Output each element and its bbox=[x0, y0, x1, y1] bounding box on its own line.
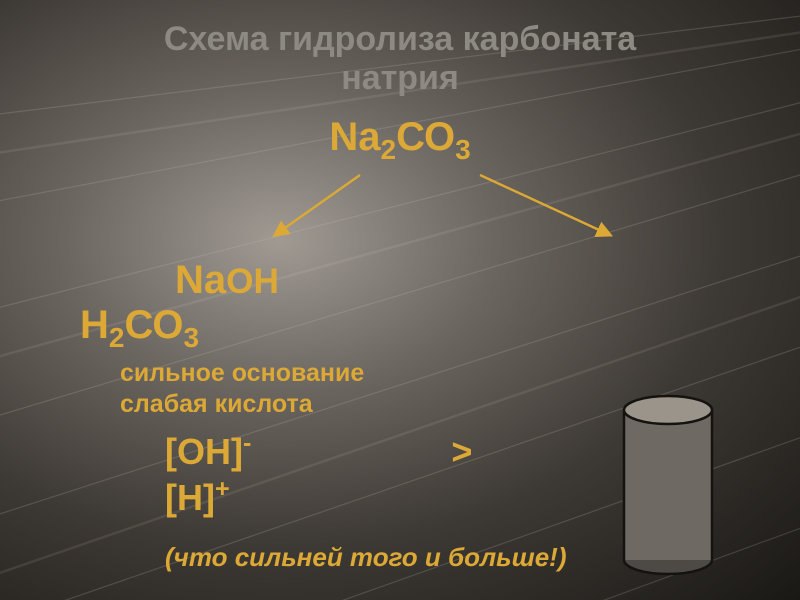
h-bracket: [Н] bbox=[165, 477, 215, 518]
desc-line1: сильное основание bbox=[120, 359, 364, 387]
acid-base-description: сильное основание слабая кислота bbox=[120, 358, 364, 421]
arrow-right bbox=[480, 175, 610, 235]
title-line1: Схема гидролиза карбоната bbox=[164, 20, 636, 58]
title-line2: натрия bbox=[341, 59, 459, 97]
h-sup: + bbox=[215, 475, 230, 503]
sub-2: 2 bbox=[380, 134, 396, 165]
sub-3: 3 bbox=[455, 134, 471, 165]
formula-naoh: NаОН bbox=[175, 258, 279, 303]
formula-h2co3: Н2СО3 bbox=[80, 303, 199, 354]
na-text: Nа bbox=[175, 258, 226, 302]
co-text: СО bbox=[124, 303, 183, 347]
footer-text: (что сильней того и больше!) bbox=[165, 542, 567, 572]
formula-na2co3: Nа2СО3 bbox=[0, 115, 800, 166]
desc-line2: слабая кислота bbox=[120, 390, 313, 418]
oh-bracket: [ОН] bbox=[165, 431, 243, 472]
cylinder-icon bbox=[620, 390, 720, 580]
footer-note: (что сильней того и больше!) bbox=[165, 542, 567, 573]
h-text: Н bbox=[80, 303, 109, 347]
oh-sup: - bbox=[243, 429, 251, 457]
arrow-left bbox=[275, 175, 360, 235]
co-text: СО bbox=[396, 115, 455, 159]
slide-title: Схема гидролиза карбоната натрия bbox=[0, 20, 800, 98]
ion-inequality: [ОН]- > [Н]+ bbox=[165, 428, 472, 520]
gt-symbol: > bbox=[451, 431, 472, 472]
sub-2: 2 bbox=[109, 322, 125, 353]
slide: Схема гидролиза карбоната натрия Nа2СО3 … bbox=[0, 0, 800, 600]
sub-3: 3 bbox=[183, 322, 199, 353]
oh-text: ОН bbox=[226, 262, 279, 301]
na-text: Nа bbox=[329, 115, 380, 159]
